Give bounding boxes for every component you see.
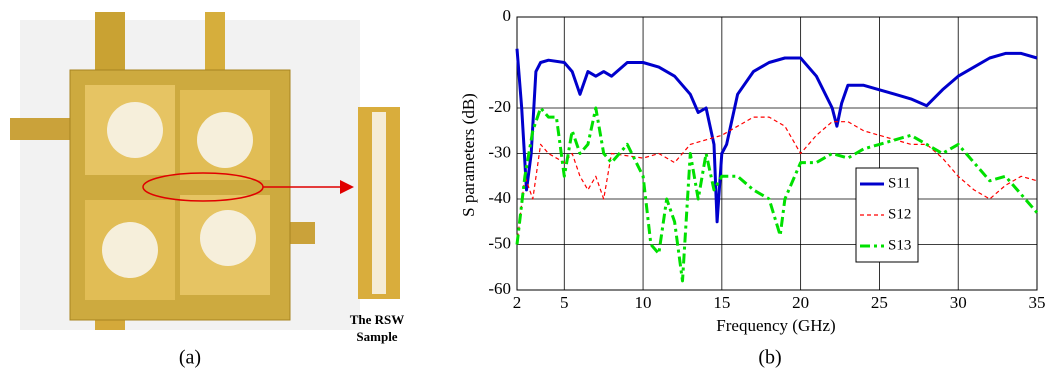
caption: (b) [758,347,781,369]
x-tick-label: 10 [635,293,652,312]
x-axis-label: Frequency (GHz) [716,316,835,335]
x-tick-label: 30 [950,293,967,312]
x-tick-label: 5 [560,293,569,312]
series-line [516,116,1038,245]
y-tick-label: -40 [488,188,511,207]
x-tick-label: 2 [513,293,522,312]
y-tick-label: -50 [488,233,511,252]
y-tick-label: 0 [503,6,512,25]
x-tick-label: 35 [1029,293,1046,312]
series-line [515,106,1039,283]
y-axis-label: S parameters (dB) [459,93,478,217]
x-tick-label: 15 [713,293,730,312]
inset-label: The RSW [350,312,405,327]
caption: (a) [179,347,201,369]
legend-label: S12 [888,206,911,222]
y-tick-label: -30 [488,142,511,161]
x-tick-label: 20 [792,293,809,312]
x-tick-label: 25 [871,293,888,312]
legend-label: S13 [888,237,911,253]
board-photo [10,12,360,330]
series-line [515,48,1038,224]
y-tick-label: -60 [488,279,511,298]
y-tick-label: -20 [488,97,511,116]
inset-label: Sample [356,329,397,344]
legend-label: S11 [888,175,911,191]
rsw-sample [358,107,400,299]
